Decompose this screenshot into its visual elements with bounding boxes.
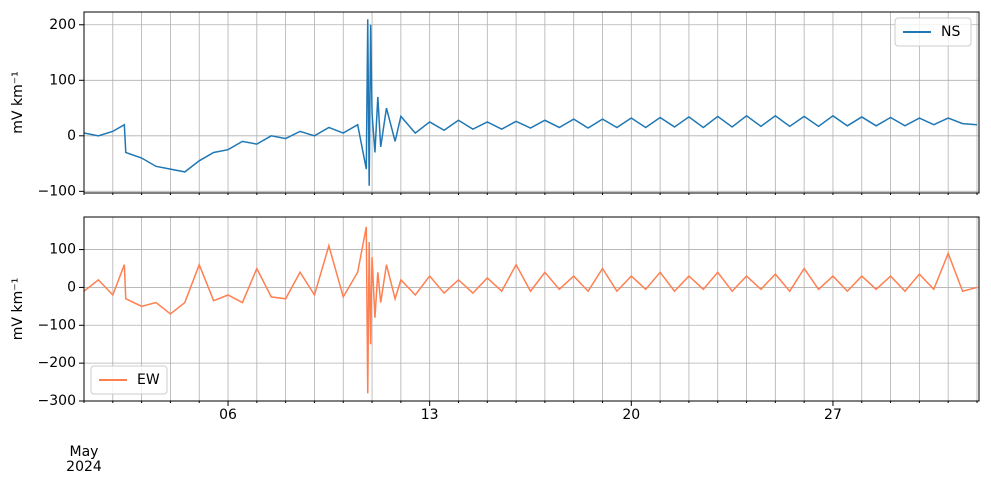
y-tick-label: 200 (49, 17, 76, 33)
y-tick-label: 0 (67, 128, 76, 144)
y-tick-label: −100 (38, 183, 76, 199)
y-tick-label: 100 (49, 72, 76, 88)
y-tick-label: −300 (38, 393, 76, 409)
legend-label: NS (941, 24, 960, 40)
axes-frame (83, 11, 980, 194)
x-tick-label: 27 (824, 407, 842, 423)
x-tick-label: 13 (421, 407, 439, 423)
x-date-label: May (70, 444, 99, 460)
series-line (84, 226, 978, 394)
x-date-label: 2024 (66, 459, 102, 475)
y-tick-label: 0 (67, 279, 76, 295)
legend-box (90, 365, 168, 395)
y-tick-label: −200 (38, 355, 76, 371)
y-tick-label: −100 (38, 317, 76, 333)
series-line (84, 19, 978, 186)
y-tick-label: 100 (49, 242, 76, 258)
x-tick-label: 06 (219, 407, 237, 423)
legend-box (894, 17, 972, 47)
y-axis-label: mV km⁻¹ (10, 278, 26, 340)
y-axis-label: mV km⁻¹ (10, 71, 26, 133)
x-tick-label: 20 (622, 407, 640, 423)
legend-label: EW (137, 372, 160, 388)
axes-frame (83, 216, 980, 402)
